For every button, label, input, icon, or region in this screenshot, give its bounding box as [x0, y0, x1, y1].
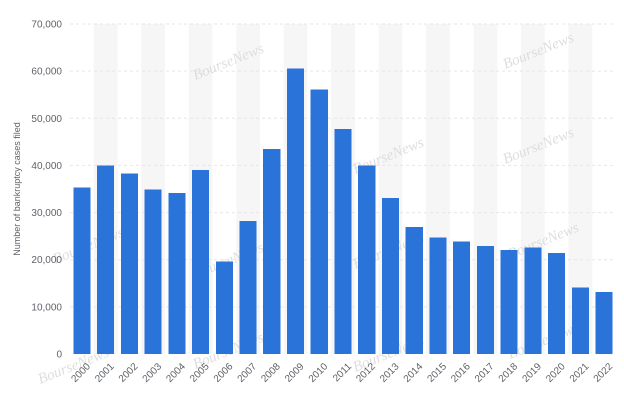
- bar-2014[interactable]: [405, 227, 423, 354]
- bar-2013[interactable]: [381, 197, 400, 354]
- y-tick-label: 0: [56, 350, 62, 361]
- x-tick-label: 2010: [307, 361, 331, 385]
- bar-2005[interactable]: [192, 170, 210, 354]
- y-axis-ticks: 0 10,000 20,000 30,000 40,000 50,000 60,000 70,…: [31, 20, 62, 361]
- x-tick-label: 2004: [164, 361, 188, 385]
- bar-2009[interactable]: [286, 68, 305, 355]
- bar-2001[interactable]: [97, 165, 115, 354]
- x-tick-label: 2007: [236, 361, 260, 385]
- x-tick-label: 2016: [449, 361, 473, 385]
- x-tick-label: 2015: [426, 361, 450, 385]
- x-axis-ticks: 2000 2001 2002 2003 2004 2005 2006 2007 2008 2009…: [69, 361, 615, 385]
- bar-2007[interactable]: [239, 221, 257, 354]
- bar-2017[interactable]: [476, 246, 494, 354]
- y-tick-label: 70,000: [31, 20, 62, 31]
- x-tick-label: 2009: [283, 361, 307, 385]
- y-tick-label: 10,000: [31, 302, 62, 313]
- x-tick-label: 2008: [259, 361, 283, 385]
- y-tick-label: 40,000: [31, 161, 62, 172]
- bar-2022[interactable]: [595, 292, 613, 354]
- background-band: [568, 24, 593, 354]
- y-tick-label: 20,000: [31, 255, 62, 266]
- bar-2021[interactable]: [571, 287, 589, 354]
- x-tick-label: 2011: [331, 361, 354, 384]
- x-tick-label: 2003: [141, 361, 165, 385]
- bar-2008[interactable]: [263, 148, 281, 354]
- x-tick-label: 2022: [592, 361, 616, 385]
- y-axis-title: Number of bankruptcy cases filed: [12, 122, 22, 256]
- x-tick-label: 2018: [497, 361, 521, 385]
- x-tick-label: 2002: [117, 361, 141, 385]
- x-tick-label: 2019: [520, 361, 544, 385]
- x-tick-label: 2021: [568, 361, 592, 385]
- x-tick-label: 2014: [402, 361, 426, 385]
- bar-2002[interactable]: [120, 173, 138, 354]
- bars: [73, 68, 613, 355]
- y-tick-label: 60,000: [31, 67, 62, 78]
- bar-2015[interactable]: [429, 237, 447, 354]
- y-tick-label: 50,000: [31, 114, 62, 125]
- bar-2016[interactable]: [453, 241, 471, 354]
- x-tick-label: 2020: [544, 361, 568, 385]
- bar-2000[interactable]: [73, 187, 91, 354]
- bar-2011[interactable]: [334, 129, 352, 354]
- bar-2010[interactable]: [310, 89, 328, 355]
- bar-2018[interactable]: [500, 249, 518, 354]
- x-tick-label: 2017: [473, 361, 497, 385]
- bar-2012[interactable]: [358, 165, 376, 354]
- bar-2020[interactable]: [548, 253, 566, 354]
- bar-2006[interactable]: [215, 261, 233, 354]
- bar-2004[interactable]: [168, 192, 186, 354]
- bar-2019[interactable]: [524, 247, 542, 354]
- y-tick-label: 30,000: [31, 208, 62, 219]
- bar-2003[interactable]: [144, 189, 162, 354]
